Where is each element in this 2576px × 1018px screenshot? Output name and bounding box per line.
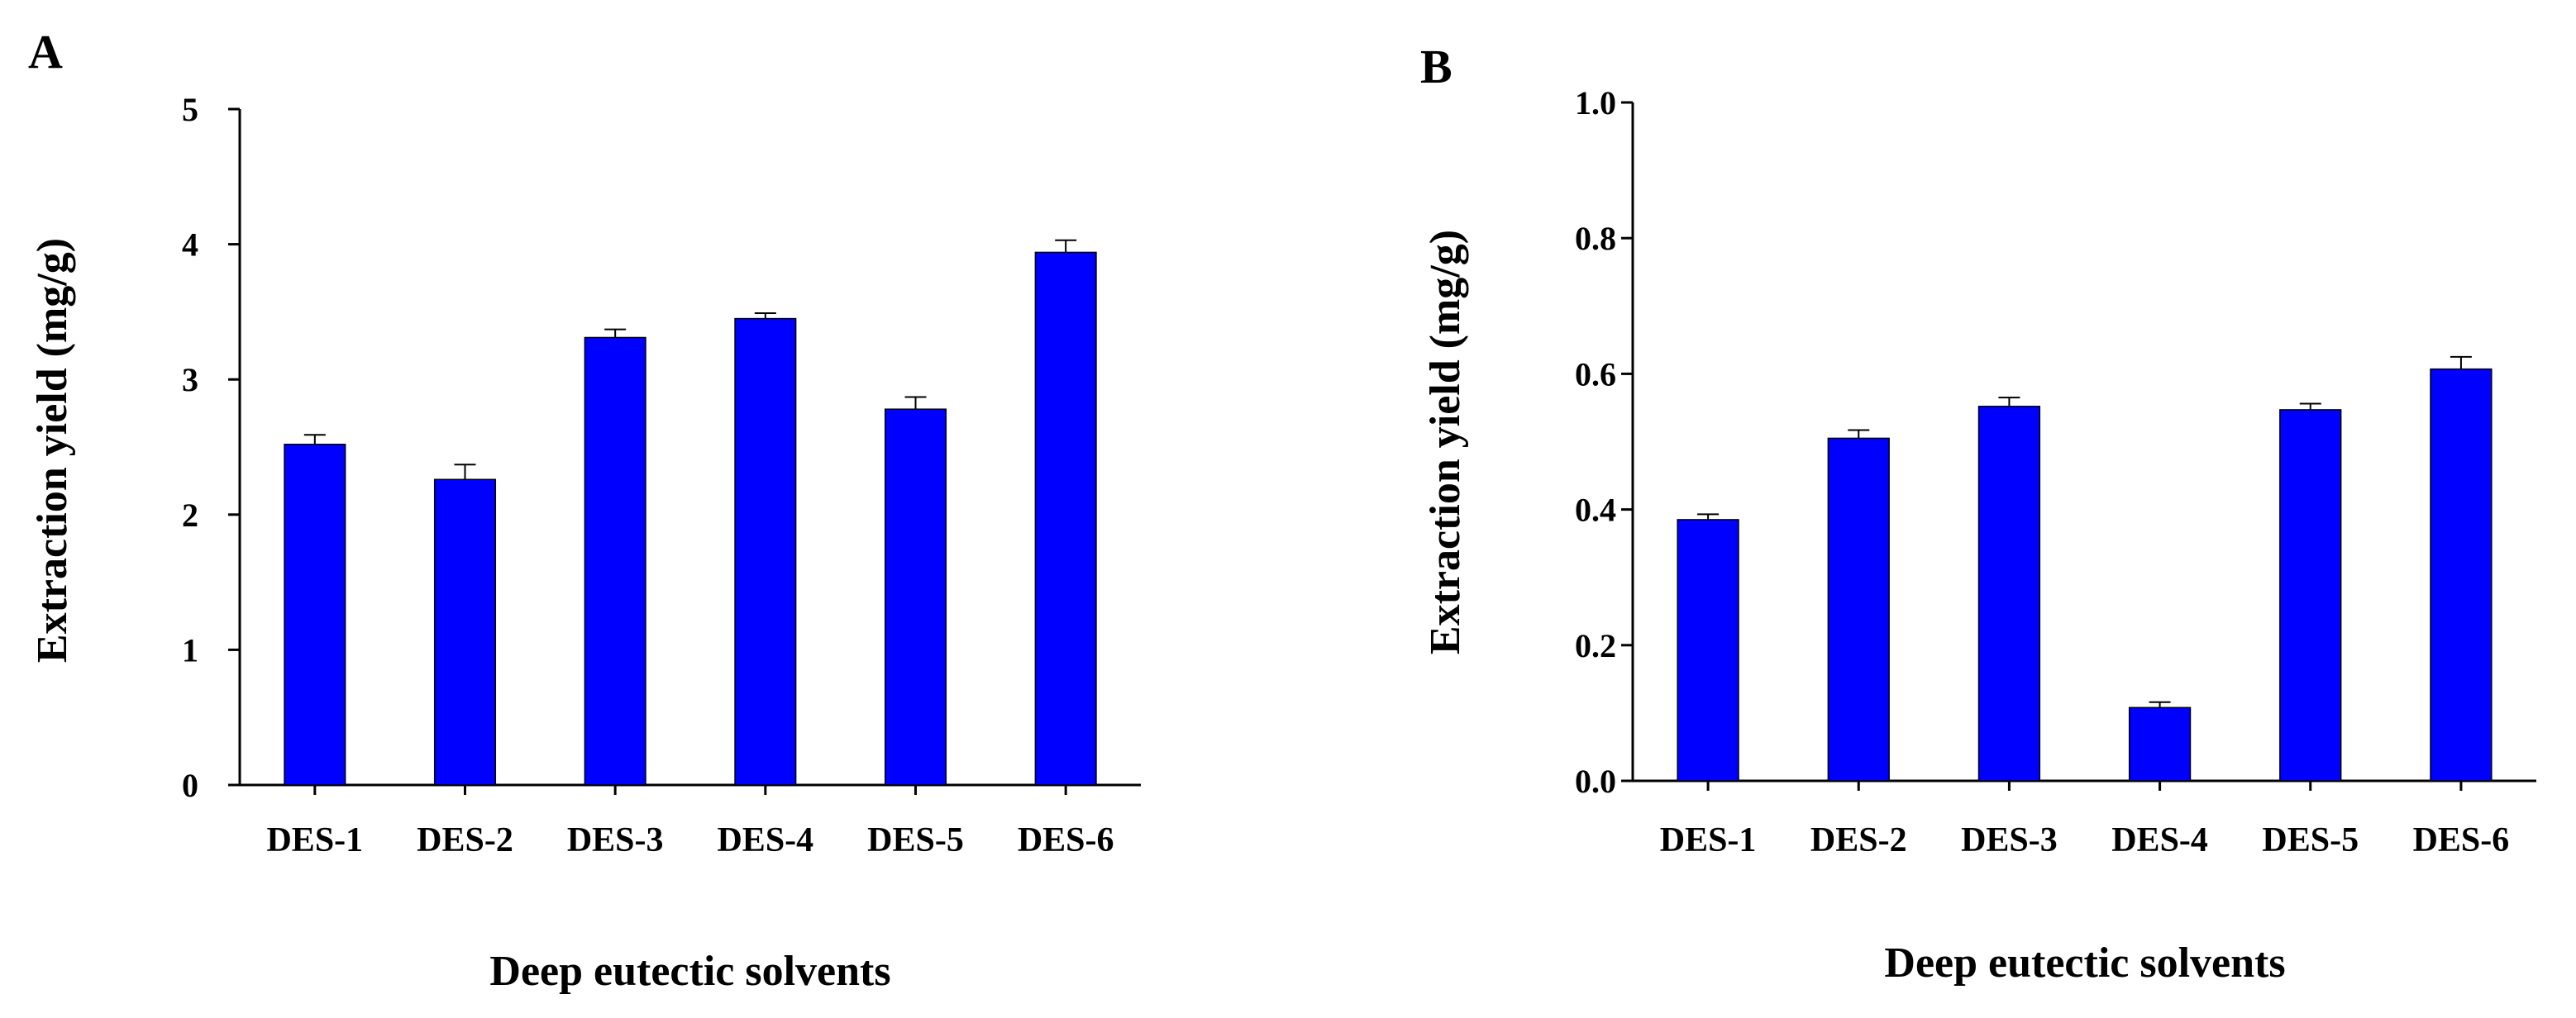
y-tick-label: 3 — [182, 361, 198, 398]
x-tick-label: DES-5 — [2262, 821, 2359, 859]
x-tick-label: DES-3 — [1961, 821, 2058, 859]
chart-panel-a: A Extraction yield (mg/g) Deep eutectic … — [28, 25, 1141, 995]
bar — [2279, 409, 2342, 782]
x-tick-label: DES-4 — [717, 821, 813, 859]
x-tick-label: DES-2 — [1810, 821, 1907, 859]
bar — [433, 478, 497, 786]
bar — [2430, 368, 2493, 782]
y-tick-label: 1 — [182, 631, 198, 668]
y-tick-label: 0.6 — [1575, 355, 1616, 392]
y-tick-label: 0.2 — [1575, 627, 1616, 664]
x-tick-label: DES-5 — [867, 821, 964, 859]
panel-label: A — [28, 25, 63, 78]
x-tick-label: DES-6 — [1018, 821, 1114, 859]
bar — [884, 408, 947, 786]
chart-marks: 0 1 2 3 4 5 DES-1 DES-2 DES-3 DES-4 DES-5 DES-6 — [182, 91, 1141, 859]
y-tick-label: 0.8 — [1575, 220, 1616, 257]
bar — [1827, 437, 1890, 782]
y-tick-label: 0.4 — [1575, 492, 1616, 529]
y-tick-label: 1.0 — [1575, 84, 1616, 121]
y-axis-title: Extraction yield (mg/g) — [1422, 230, 1469, 654]
bar — [2128, 706, 2192, 782]
panel-label: B — [1420, 40, 1453, 93]
x-axis-title: Deep eutectic solvents — [1884, 940, 2285, 987]
y-tick-label: 2 — [182, 497, 198, 534]
y-tick-label: 0 — [182, 767, 198, 804]
x-tick-label: DES-3 — [567, 821, 664, 859]
bar — [1977, 406, 2041, 782]
bar — [1677, 519, 1739, 782]
x-tick-label: DES-1 — [1660, 821, 1757, 859]
chart-panel-b: B Extraction yield (mg/g) Deep eutectic … — [1420, 40, 2536, 987]
x-axis-title: Deep eutectic solvents — [489, 948, 890, 995]
x-tick-label: DES-4 — [2111, 821, 2208, 859]
y-axis-title: Extraction yield (mg/g) — [29, 238, 76, 663]
y-tick-label: 5 — [182, 91, 198, 128]
bar — [1034, 251, 1097, 786]
bar — [584, 336, 646, 786]
x-tick-label: DES-1 — [266, 821, 363, 859]
bar — [734, 317, 797, 786]
chart-marks: 0.0 0.2 0.4 0.6 0.8 1.0 DES-1 DES-2 DES-3 DES-4 DE… — [1575, 84, 2536, 859]
y-tick-label: 0.0 — [1575, 763, 1616, 800]
x-tick-label: DES-2 — [417, 821, 513, 859]
x-tick-label: DES-6 — [2413, 821, 2510, 859]
y-tick-label: 4 — [182, 226, 198, 264]
bar — [284, 443, 346, 786]
